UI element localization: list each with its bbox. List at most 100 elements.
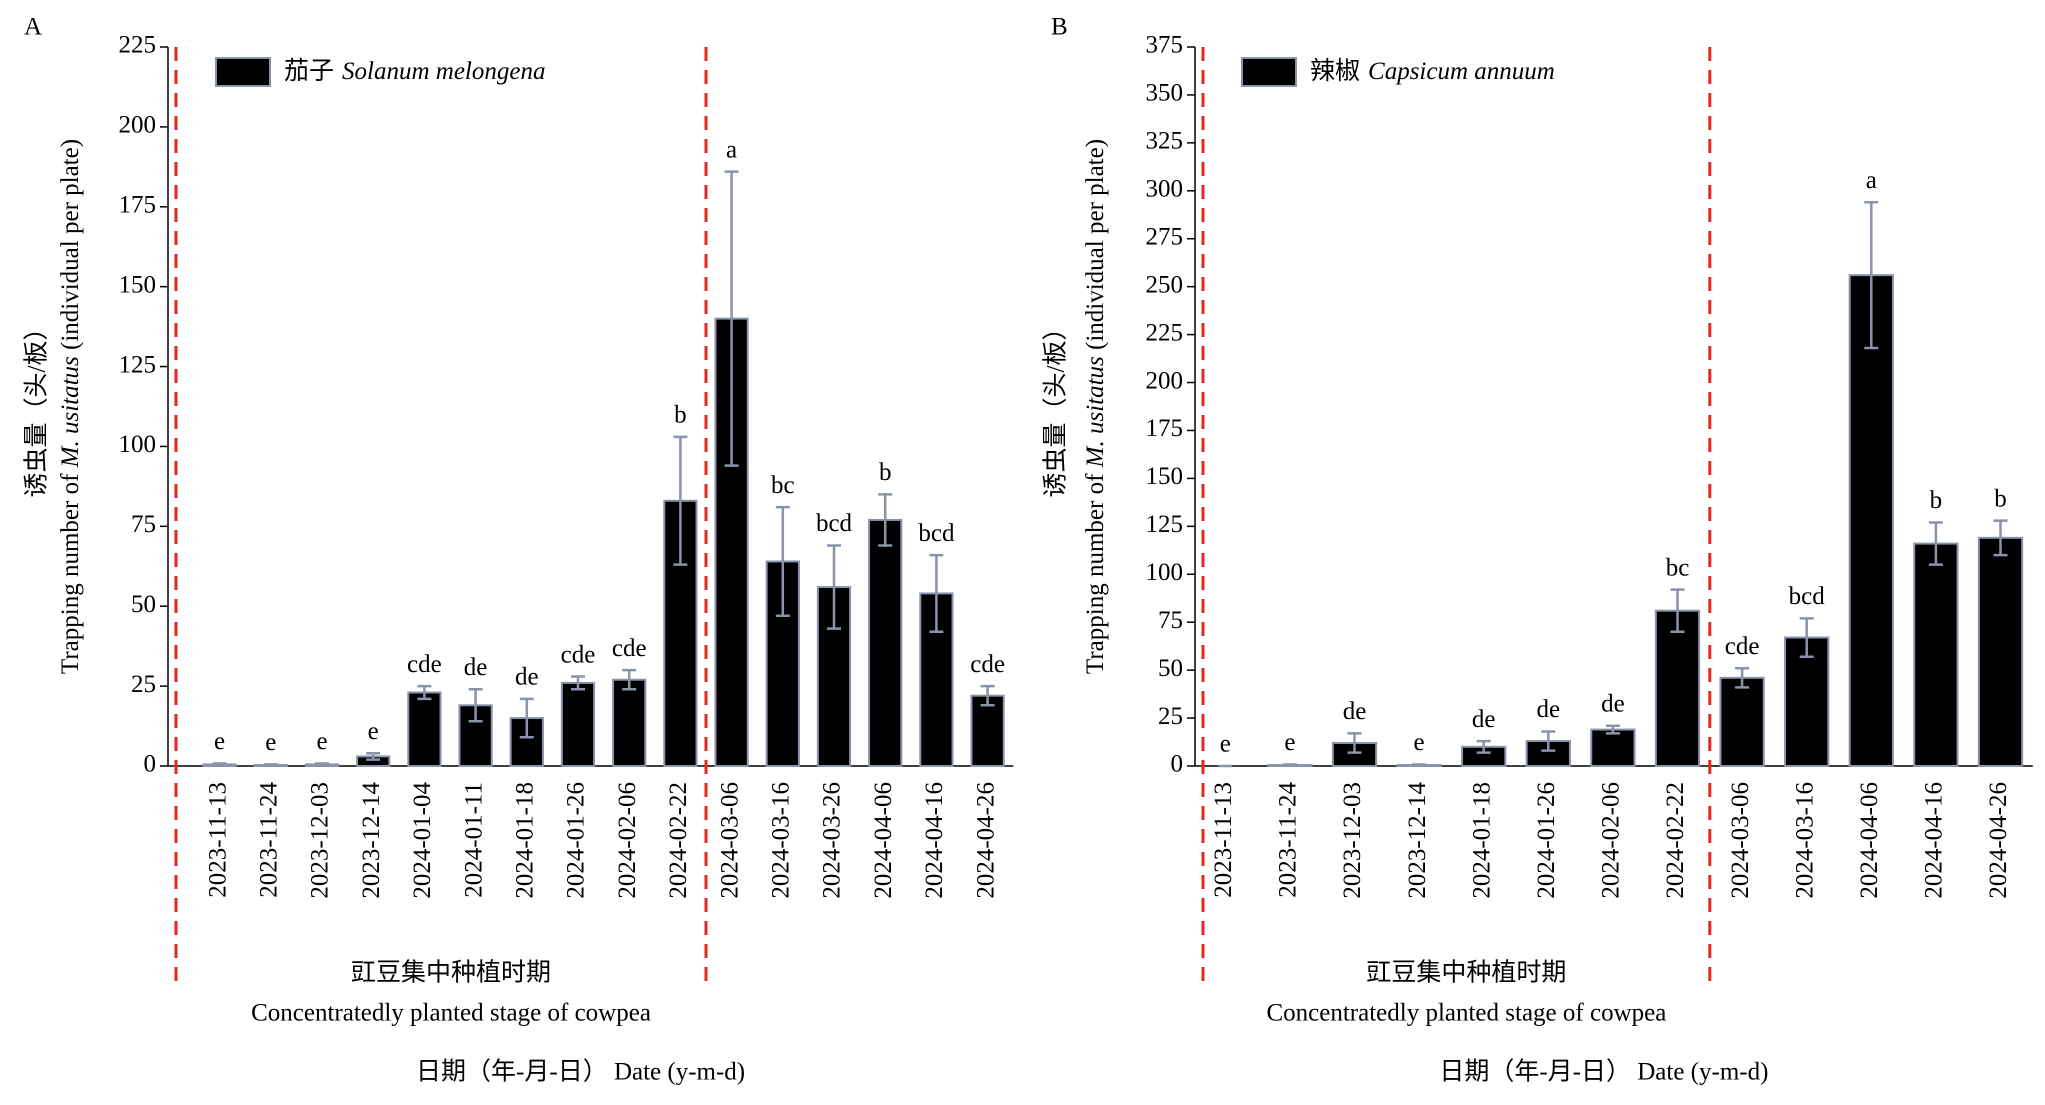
significance-letter: de [1536,696,1560,723]
error-bar [1864,201,1879,350]
significance-letter: bcd [918,520,955,547]
y-tick-label: 225 [1146,319,1184,346]
bar [560,681,596,767]
legend-label: 辣椒 Capsicum annuum [1310,57,1555,85]
y-axis-title: 诱虫量（头/板） [23,316,51,498]
error-bar [827,544,841,630]
error-bar [366,751,381,761]
y-tick-label: 100 [1146,559,1184,586]
error-bar [417,684,432,701]
error-bar [622,668,637,691]
error-bar [571,675,585,691]
error-bar [1605,724,1620,735]
y-tick-label: 100 [119,431,157,458]
y-tick-label: 325 [1146,128,1184,155]
error-bar [212,762,227,767]
significance-letter: b [879,459,892,486]
significance-letter: e [316,728,327,755]
y-axis-title-part: Trapping number of [57,467,84,674]
legend-swatch [1241,57,1297,87]
significance-letter: cde [612,635,647,662]
bar [714,317,749,767]
annotation-zh: 豇豆集中种植时期 [351,959,551,987]
x-tick-label: 2023-11-24 [256,782,283,898]
y-tick-label: 50 [131,591,156,618]
y-tick-label: 150 [119,271,157,298]
error-bar [519,697,534,739]
y-tick-label: 300 [1146,176,1184,203]
x-tick-label: 2023-12-14 [358,782,385,899]
y-tick-label: 225 [119,32,157,59]
error-bar [1476,739,1491,754]
annotation-zh: 豇豆集中种植时期 [1366,959,1566,987]
significance-letter: e [368,718,379,745]
y-tick-label: 375 [1146,32,1184,59]
significance-letter: bc [771,472,795,499]
y-axis-title-part: M. usitatus [1082,356,1109,468]
y-tick-label: 50 [1158,655,1183,682]
error-bar [1670,588,1685,634]
x-tick-label: 2024-01-26 [1533,782,1560,899]
error-bar [878,493,893,547]
x-tick-label: 2024-01-11 [460,782,487,898]
significance-letter: e [214,728,225,755]
significance-letter: a [1866,167,1877,194]
legend-name: 辣椒 [1310,57,1360,85]
y-axis-title: Trapping number of M. usitatus (individu… [1082,139,1109,674]
significance-letter: b [1930,487,1943,514]
x-tick-label: 2024-04-16 [1921,782,1948,899]
legend-latin: Capsicum annuum [1368,58,1555,85]
error-bar [1282,763,1297,767]
panel-label: B [1051,14,1068,41]
error-bar [1541,730,1556,752]
significance-letter: e [265,729,276,756]
error-bar [980,684,995,707]
x-tick-label: 2024-01-18 [512,782,539,899]
x-tick-label: 2024-04-26 [1985,782,2012,899]
significance-letter: e [1220,731,1231,758]
y-tick-label: 75 [1158,607,1183,634]
y-tick-label: 175 [119,192,157,219]
y-tick-label: 200 [1146,367,1184,394]
y-axis-title-part: Trapping number of [1082,467,1109,674]
error-bar [1928,521,1943,566]
y-axis-title-part: (individual per plate) [1082,139,1109,356]
bar [612,678,647,767]
x-axis-title: 日期（年-月-日） Date (y-m-d) [1439,1058,1768,1086]
x-tick-label: 2024-04-16 [921,782,948,899]
bar [1590,728,1636,768]
x-tick-label: 2024-04-06 [1856,782,1883,899]
x-tick-label: 2024-03-16 [768,782,795,899]
x-tick-label: 2024-03-06 [716,782,743,899]
annotation-en: Concentratedly planted stage of cowpea [251,1000,651,1027]
error-bar [1735,666,1750,689]
error-bar [1993,519,2008,557]
x-tick-label: 2024-02-06 [614,782,641,899]
significance-letter: cde [970,651,1005,678]
x-tick-label: 2023-12-03 [1339,782,1366,899]
significance-letter: e [1284,729,1295,756]
y-axis-title: 诱虫量（头/板） [1042,316,1070,498]
x-tick-label: 2023-11-13 [1210,782,1237,898]
x-tick-label: 2024-02-06 [1598,782,1625,899]
y-axis-title-part: (individual per plate) [57,139,84,356]
significance-letter: b [1994,485,2007,512]
y-tick-label: 25 [1158,703,1183,730]
y-tick-label: 25 [131,671,156,698]
annotation-en: Concentratedly planted stage of cowpea [1266,1000,1666,1027]
x-tick-label: 2024-03-26 [819,782,846,899]
legend-name: 茄子 [284,57,334,85]
y-tick-label: 175 [1146,415,1184,442]
x-tick-label: 2024-01-18 [1468,782,1495,899]
error-bar [1412,763,1427,767]
x-tick-label: 2024-01-26 [563,782,590,899]
significance-letter: b [674,402,687,429]
x-tick-label: 2024-02-22 [1662,782,1689,899]
bar [1977,536,2024,768]
y-axis-title-part: M. usitatus [57,356,84,468]
y-tick-label: 125 [1146,511,1184,538]
significance-letter: cde [561,641,596,668]
legend-swatch [215,57,271,87]
legend-latin: Solanum melongena [342,58,545,85]
